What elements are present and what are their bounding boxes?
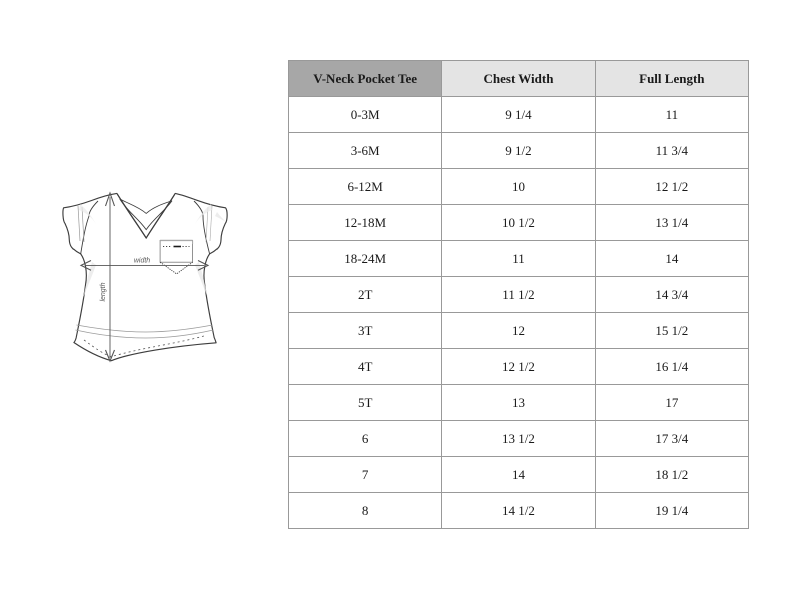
svg-text:width: width (134, 258, 150, 265)
svg-text:length: length (100, 282, 107, 301)
